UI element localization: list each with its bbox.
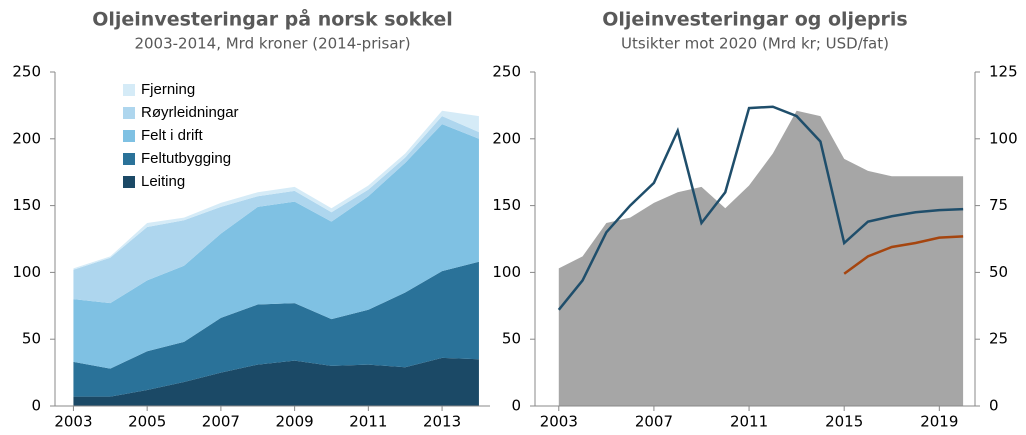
y-tick-label: 250 xyxy=(492,63,521,81)
y-tick-label: 150 xyxy=(12,196,41,214)
legend-swatch xyxy=(123,107,135,119)
y-tick-label: 150 xyxy=(492,196,521,214)
x-tick-label: 2003 xyxy=(54,413,92,431)
chart-subtitle: Utsikter mot 2020 (Mrd kr; USD/fat) xyxy=(621,35,889,53)
x-tick-label: 2011 xyxy=(730,413,768,431)
x-tick-label: 2007 xyxy=(202,413,240,431)
y2-tick-label: 25 xyxy=(989,330,1008,348)
legend-label: Leiting xyxy=(141,173,185,190)
area xyxy=(73,124,479,369)
x-tick-label: 2015 xyxy=(825,413,863,431)
y-tick-label: 100 xyxy=(12,263,41,281)
chart-title: Oljeinvesteringar og oljepris xyxy=(602,9,908,31)
chart-subtitle: 2003-2014, Mrd kroner (2014-prisar) xyxy=(134,35,410,53)
x-tick-label: 2013 xyxy=(423,413,461,431)
y-tick-label: 200 xyxy=(12,129,41,147)
area xyxy=(73,261,479,397)
legend-swatch xyxy=(123,84,135,96)
y-tick-label: 100 xyxy=(492,263,521,281)
line xyxy=(843,235,964,275)
legend-swatch xyxy=(123,176,135,188)
y-tick-label: 0 xyxy=(31,397,41,415)
x-tick-label: 2009 xyxy=(276,413,314,431)
line xyxy=(557,105,964,311)
legend-swatch xyxy=(123,130,135,142)
area xyxy=(558,110,964,406)
area xyxy=(73,110,479,270)
y2-tick-label: 125 xyxy=(989,63,1018,81)
legend-label: Feltutbygging xyxy=(141,150,231,167)
legend-swatch xyxy=(123,153,135,165)
x-tick-label: 2005 xyxy=(128,413,166,431)
legend-label: Fjerning xyxy=(141,81,195,98)
x-tick-label: 2003 xyxy=(540,413,578,431)
area xyxy=(73,116,479,304)
legend-label: Røyrleidningar xyxy=(141,104,239,121)
legend-label: Felt i drift xyxy=(141,127,204,144)
y2-tick-label: 0 xyxy=(989,397,999,415)
y-tick-label: 50 xyxy=(502,330,521,348)
area xyxy=(73,357,479,406)
y-tick-label: 250 xyxy=(12,63,41,81)
y2-tick-label: 75 xyxy=(989,196,1008,214)
x-tick-label: 2007 xyxy=(635,413,673,431)
y-tick-label: 0 xyxy=(511,397,521,415)
x-tick-label: 2011 xyxy=(349,413,387,431)
y-tick-label: 200 xyxy=(492,129,521,147)
chart-title: Oljeinvesteringar på norsk sokkel xyxy=(92,7,453,31)
y2-tick-label: 50 xyxy=(989,263,1008,281)
y-tick-label: 50 xyxy=(22,330,41,348)
x-tick-label: 2019 xyxy=(920,413,958,431)
y2-tick-label: 100 xyxy=(989,129,1018,147)
